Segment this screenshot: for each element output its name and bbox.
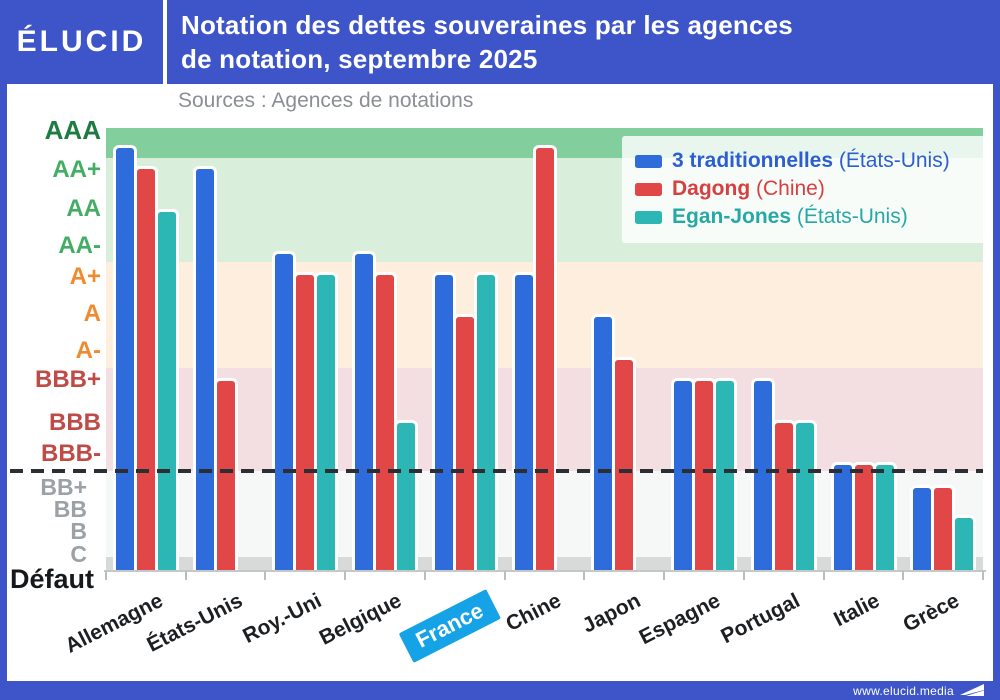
- elucid-logo-text: ÉLUCID: [16, 25, 147, 58]
- bar-France-Egan-Jones: [476, 275, 495, 571]
- legend-label-3 traditionnelles: 3 traditionnelles (États-Unis): [672, 149, 950, 172]
- legend-origin-Egan-Jones: (États-Unis): [796, 205, 908, 228]
- bar-Portugal-3 traditionnelles: [753, 381, 772, 571]
- y-label-B: B: [70, 518, 87, 545]
- bar-Italie-3 traditionnelles: [833, 465, 852, 571]
- bar-Belgique-3 traditionnelles: [355, 254, 374, 571]
- legend-row-Egan-Jones: Egan-Jones (États-Unis): [635, 205, 986, 229]
- bar-États-Unis-Dagong: [216, 381, 235, 571]
- chart-title: Notation des dettes souveraines par les …: [181, 8, 793, 76]
- x-axis-line: [104, 570, 986, 572]
- bar-Roy.-Uni-Egan-Jones: [317, 275, 336, 571]
- bar-Japon-3 traditionnelles: [594, 317, 613, 571]
- x-tick: [663, 571, 666, 580]
- y-label-BB+: BB+: [40, 474, 87, 501]
- chart-title-line1: Notation des dettes souveraines par les …: [181, 10, 793, 40]
- y-label-AA: AA: [66, 194, 101, 222]
- x-tick: [264, 571, 267, 580]
- x-label-cell-France: France: [399, 583, 505, 673]
- y-label-BBB+: BBB+: [34, 365, 101, 393]
- x-tick: [982, 571, 984, 580]
- bar-Espagne-3 traditionnelles: [674, 381, 693, 571]
- x-label-cell-Grèce: Grèce: [899, 583, 983, 673]
- bar-France-3 traditionnelles: [434, 275, 453, 571]
- header-divider: [163, 0, 167, 84]
- legend: 3 traditionnelles (États-Unis) Dagong (Ch…: [622, 136, 986, 243]
- y-label-A: A: [83, 299, 101, 327]
- x-label-cell-Portugal: Portugal: [718, 583, 824, 673]
- footer-url-link[interactable]: www.elucid.media: [853, 684, 954, 698]
- bar-Italie-Egan-Jones: [875, 465, 894, 571]
- bar-Allemagne-3 traditionnelles: [116, 148, 134, 571]
- bar-États-Unis-3 traditionnelles: [195, 169, 214, 571]
- x-label-Grèce: Grèce: [899, 589, 964, 637]
- footer-bar: www.elucid.media: [0, 681, 1000, 700]
- frame-right: [993, 0, 1000, 700]
- x-tick: [742, 571, 745, 580]
- x-label-Japon: Japon: [578, 589, 645, 638]
- bar-Allemagne-Egan-Jones: [158, 212, 176, 571]
- x-label-Chine: Chine: [502, 589, 565, 636]
- source-note: Sources : Agences de notations: [178, 89, 474, 112]
- x-tick: [902, 571, 905, 580]
- bar-France-Dagong: [455, 317, 474, 571]
- bar-Belgique-Egan-Jones: [397, 423, 416, 571]
- legend-label-Dagong: Dagong (Chine): [672, 177, 825, 200]
- bar-Belgique-Dagong: [376, 275, 395, 571]
- bar-Chine-Dagong: [535, 148, 554, 571]
- investment-grade-threshold-line: [10, 469, 983, 473]
- legend-row-3 traditionnelles: 3 traditionnelles (États-Unis): [635, 149, 986, 173]
- x-label-Italie: Italie: [830, 589, 884, 632]
- legend-swatch-Egan-Jones: [635, 210, 662, 224]
- x-tick: [583, 571, 586, 580]
- elucid-logo: ÉLUCID: [0, 0, 163, 84]
- y-label-AA+: AA+: [52, 155, 101, 183]
- legend-row-Dagong: Dagong (Chine): [635, 177, 986, 201]
- bar-Grèce-Dagong: [934, 488, 953, 571]
- y-label-AA-: AA-: [58, 231, 101, 259]
- x-label-cell-Chine: Chine: [502, 583, 585, 673]
- bar-Roy.-Uni-Dagong: [296, 275, 315, 571]
- bar-Grèce-3 traditionnelles: [913, 488, 932, 571]
- y-label-C: C: [70, 541, 87, 568]
- x-label-cell-Italie: Italie: [824, 583, 904, 673]
- bar-Espagne-Dagong: [695, 381, 714, 571]
- x-tick: [822, 571, 825, 580]
- bar-Espagne-Egan-Jones: [716, 381, 735, 571]
- legend-swatch-3 traditionnelles: [635, 154, 662, 168]
- y-label-A+: A+: [69, 262, 101, 290]
- bar-Grèce-Egan-Jones: [955, 518, 974, 571]
- y-label-BBB-: BBB-: [41, 439, 101, 467]
- bar-Allemagne-Dagong: [137, 169, 155, 571]
- bar-Italie-Dagong: [854, 465, 873, 571]
- bar-Japon-Dagong: [615, 360, 634, 571]
- x-tick: [184, 571, 187, 580]
- bar-Portugal-Egan-Jones: [795, 423, 814, 571]
- y-label-BB: BB: [53, 496, 87, 523]
- frame-left: [0, 0, 7, 700]
- y-label-BBB: BBB: [49, 408, 101, 436]
- x-tick: [344, 571, 347, 580]
- legend-origin-3 traditionnelles: (États-Unis): [838, 149, 950, 172]
- elucid-flag-icon: [960, 683, 986, 696]
- x-tick: [105, 571, 107, 580]
- y-label-A-: A-: [75, 336, 101, 364]
- legend-label-Egan-Jones: Egan-Jones (États-Unis): [672, 205, 908, 228]
- x-tick: [423, 571, 426, 580]
- legend-swatch-Dagong: [635, 182, 662, 196]
- x-tick: [503, 571, 506, 580]
- bar-Portugal-Dagong: [774, 423, 793, 571]
- y-label-AAA: AAA: [44, 114, 101, 145]
- header-banner: ÉLUCID Notation des dettes souveraines p…: [0, 0, 1000, 84]
- chart-title-line2: de notation, septembre 2025: [181, 44, 538, 74]
- bar-Chine-3 traditionnelles: [514, 275, 533, 571]
- legend-origin-Dagong: (Chine): [756, 177, 825, 200]
- y-label-Défaut: Défaut: [9, 564, 94, 595]
- bar-Roy.-Uni-3 traditionnelles: [275, 254, 294, 571]
